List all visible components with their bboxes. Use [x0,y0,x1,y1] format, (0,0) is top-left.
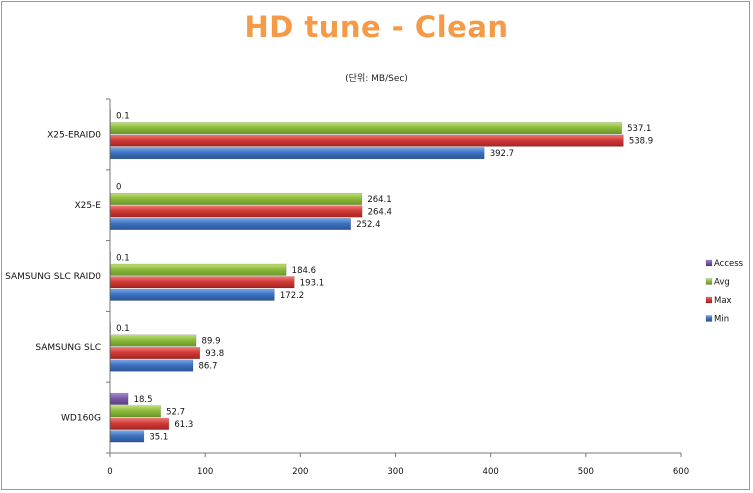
x-tick-label: 0 [107,467,112,477]
x-tick-label: 500 [578,467,594,477]
data-label-wd160g-max: 61.3 [174,420,193,430]
bar-samsung-slc-avg [110,334,197,347]
data-label-x25-eraid0-avg: 537.1 [627,124,651,134]
category-label-samsung-slc: SAMSUNG SLC [35,343,101,353]
labels-group: WD160G 18.5 52.7 61.3 35.1 SAMSUNG SLC 0.1 89.9… [5,112,653,443]
data-label-samsung-slc-raid0-max: 193.1 [300,278,324,288]
category-label-x25-eraid0: X25-ERAID0 [47,130,101,140]
bar-x25-eraid0-max [110,134,624,147]
data-label-x25-e-max: 264.4 [368,207,392,217]
data-label-samsung-slc-min: 86.7 [199,362,218,372]
data-label-samsung-slc-raid0-min: 172.2 [280,291,304,301]
chart-subtitle: (단위: MB/Sec) [345,74,408,84]
legend-swatch-min [705,315,713,322]
legend-label-access: Access [714,259,744,269]
bar-x25-e-min [110,217,351,230]
data-label-x25-e-access: 0 [116,182,121,192]
bars-group [110,109,624,443]
x-tick-label: 600 [673,467,689,477]
bar-samsung-slc-raid0-max [110,276,295,289]
data-label-samsung-slc-access: 0.1 [116,324,130,334]
data-label-x25-e-min: 252.4 [356,220,380,230]
data-label-samsung-slc-avg: 89.9 [202,337,221,347]
data-label-x25-e-avg: 264.1 [367,195,391,205]
bar-x25-eraid0-avg [110,122,622,135]
axes: 0 100 200 300 400 500 600 [106,98,689,477]
x-tick-label: 100 [197,467,213,477]
legend-label-max: Max [714,296,732,306]
data-label-wd160g-access: 18.5 [134,395,153,405]
bar-samsung-slc-max [110,347,201,360]
data-label-wd160g-min: 35.1 [149,432,168,442]
chart-title: HD tune - Clean [244,10,509,44]
bar-samsung-slc-min [110,359,194,372]
bar-x25-e-avg [110,192,363,205]
data-label-x25-eraid0-min: 392.7 [490,149,514,159]
data-label-x25-eraid0-access: 0.1 [116,112,130,122]
bar-wd160g-access [110,392,129,405]
legend-swatch-avg [705,278,713,285]
data-label-samsung-slc-max: 93.8 [205,349,224,359]
bar-x25-eraid0-min [110,147,485,160]
category-label-x25-e: X25-E [74,201,101,211]
bar-samsung-slc-raid0-avg [110,263,287,276]
legend-swatch-max [705,296,713,304]
data-label-samsung-slc-raid0-avg: 184.6 [292,266,316,276]
data-label-x25-eraid0-max: 538.9 [629,137,653,147]
bar-wd160g-min [110,430,145,443]
legend: Access Avg Max Min [705,259,744,325]
data-label-wd160g-avg: 52.7 [166,407,185,417]
bar-x25-e-max [110,205,363,218]
category-label-wd160g: WD160G [61,414,101,424]
bar-samsung-slc-raid0-min [110,288,275,301]
legend-label-min: Min [714,315,729,325]
x-tick-label: 400 [483,467,499,477]
x-tick-label: 300 [387,467,403,477]
bar-wd160g-avg [110,405,161,418]
category-label-samsung-slc-raid0: SAMSUNG SLC RAID0 [5,272,101,282]
x-tick-label: 200 [292,467,308,477]
legend-label-avg: Avg [714,278,730,288]
bar-wd160g-max [110,417,170,430]
data-label-samsung-slc-raid0-access: 0.1 [116,253,130,263]
legend-swatch-access [705,259,713,267]
